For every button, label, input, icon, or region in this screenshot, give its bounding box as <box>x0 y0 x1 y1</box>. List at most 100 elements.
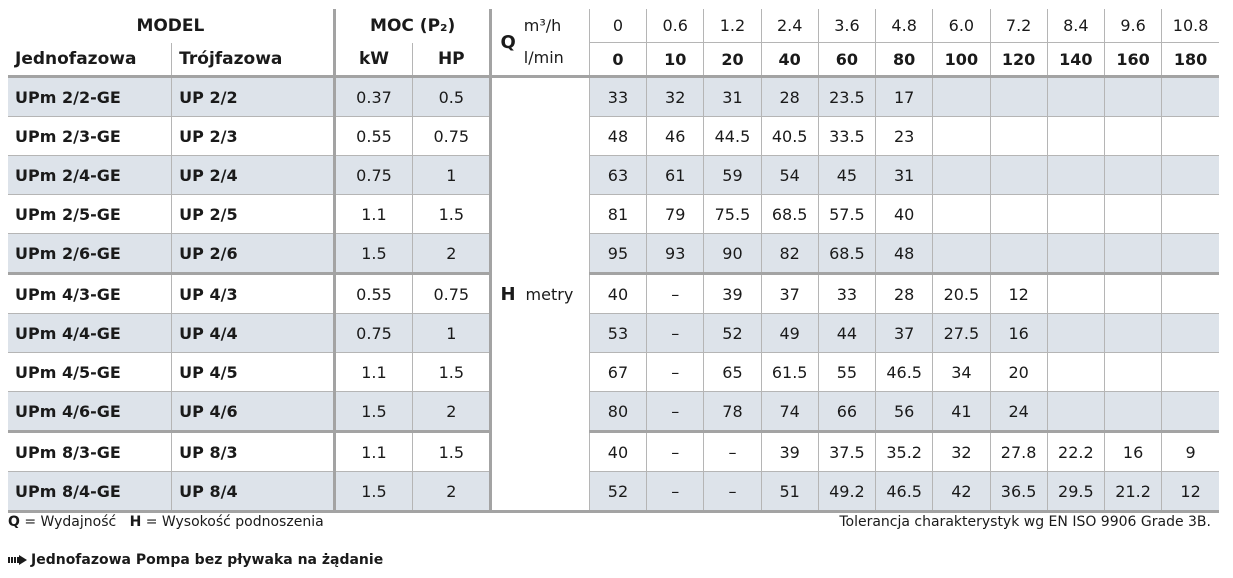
three-phase-model: UP 4/4 <box>171 313 335 353</box>
head-value <box>1046 116 1105 156</box>
head-value <box>1046 272 1105 314</box>
head-value: 40 <box>588 430 647 472</box>
legend-q-def: = Wydajność <box>19 514 117 530</box>
head-value <box>932 233 990 274</box>
moc-header: MOC (P₂) <box>332 9 491 43</box>
three-phase-model: UP 4/3 <box>171 272 335 314</box>
head-value: 32 <box>932 430 990 472</box>
head-value <box>1161 313 1219 353</box>
head-value: – <box>646 313 704 353</box>
flow-lmin-1: 10 <box>646 42 704 78</box>
head-value <box>1161 155 1219 195</box>
three-phase-model: UP 2/2 <box>171 75 335 117</box>
head-value <box>989 155 1048 195</box>
head-value: 46 <box>646 116 704 156</box>
head-value: 48 <box>588 116 647 156</box>
head-value: – <box>646 272 704 314</box>
head-value <box>932 116 990 156</box>
head-value <box>1103 116 1162 156</box>
head-value <box>1161 352 1219 392</box>
head-value <box>1046 75 1105 117</box>
head-value: 33 <box>817 272 876 314</box>
head-value <box>1103 391 1162 432</box>
head-value: 63 <box>588 155 647 195</box>
power-hp: 2 <box>412 391 491 432</box>
flow-lmin-5: 80 <box>875 42 933 78</box>
three-phase-model: UP 8/4 <box>171 471 335 513</box>
head-value <box>989 233 1048 274</box>
flow-lmin-2: 20 <box>703 42 762 78</box>
table-row: UPm 2/3-GE UP 2/3 0.55 0.75 48 46 44.5 40.5 33.5… <box>8 116 1219 156</box>
head-value <box>1161 272 1219 314</box>
single-phase-model: UPm 4/3-GE <box>8 272 172 314</box>
head-value: 75.5 <box>703 194 762 234</box>
head-value <box>932 75 990 117</box>
head-value: 37 <box>760 272 819 314</box>
head-value: 78 <box>703 391 762 432</box>
flow-lmin-6: 100 <box>932 42 990 78</box>
q-header-cell: Q m³/h l/min <box>489 9 590 78</box>
head-value: 82 <box>760 233 819 274</box>
power-kw: 0.75 <box>332 313 413 353</box>
single-phase-model: UPm 2/4-GE <box>8 155 172 195</box>
head-value <box>1046 233 1105 274</box>
power-hp: 0.5 <box>412 75 491 117</box>
float-note: Jednofazowa Pompa bez pływaka na żądanie <box>8 552 383 568</box>
head-value: 49 <box>760 313 819 353</box>
three-phase-model: UP 4/6 <box>171 391 335 432</box>
head-value: 39 <box>703 272 762 314</box>
power-hp: 0.75 <box>412 272 491 314</box>
head-value: 42 <box>932 471 990 513</box>
head-value: 67 <box>588 352 647 392</box>
head-value: 22.2 <box>1046 430 1105 472</box>
q-unit-lmin: l/min <box>523 48 564 67</box>
power-kw: 0.75 <box>332 155 413 195</box>
single-phase-model: UPm 4/4-GE <box>8 313 172 353</box>
flow-lmin-10: 180 <box>1161 42 1219 78</box>
flow-m3h-8: 8.4 <box>1046 9 1105 43</box>
head-value: 29.5 <box>1046 471 1105 513</box>
flow-m3h-5: 4.8 <box>875 9 933 43</box>
flow-lmin-3: 40 <box>760 42 819 78</box>
h-label: H <box>500 283 516 305</box>
head-value <box>1103 233 1162 274</box>
hp-header: HP <box>412 42 491 78</box>
head-value: 52 <box>703 313 762 353</box>
head-value: 79 <box>646 194 704 234</box>
head-value: 45 <box>817 155 876 195</box>
head-value <box>1103 75 1162 117</box>
head-value: 95 <box>588 233 647 274</box>
head-value: – <box>646 391 704 432</box>
head-value: 12 <box>1161 471 1219 513</box>
head-value <box>1046 194 1105 234</box>
head-value <box>1161 194 1219 234</box>
single-phase-model: UPm 8/4-GE <box>8 471 172 513</box>
head-value: 21.2 <box>1103 471 1162 513</box>
head-value: 27.8 <box>989 430 1048 472</box>
head-value: 39 <box>760 430 819 472</box>
table-row: UPm 2/4-GE UP 2/4 0.75 1 63 61 59 54 45 31 <box>8 155 1219 195</box>
head-value: 59 <box>703 155 762 195</box>
head-value: 48 <box>875 233 933 274</box>
power-kw: 0.37 <box>332 75 413 117</box>
head-value <box>989 116 1048 156</box>
head-value: 17 <box>875 75 933 117</box>
head-value: 28 <box>760 75 819 117</box>
power-hp: 1.5 <box>412 352 491 392</box>
head-value: 37 <box>875 313 933 353</box>
head-value <box>932 155 990 195</box>
head-value: 40 <box>588 272 647 314</box>
table-row: UPm 2/6-GE UP 2/6 1.5 2 95 93 90 82 68.5 48 <box>8 233 1219 274</box>
head-value: 41 <box>932 391 990 432</box>
power-hp: 0.75 <box>412 116 491 156</box>
head-value <box>1103 155 1162 195</box>
head-value: 57.5 <box>817 194 876 234</box>
single-phase-model: UPm 4/6-GE <box>8 391 172 432</box>
three-phase-model: UP 2/3 <box>171 116 335 156</box>
head-value <box>1046 352 1105 392</box>
head-value: 23 <box>875 116 933 156</box>
head-value: – <box>646 471 704 513</box>
head-value: 31 <box>875 155 933 195</box>
legend-h-key: H <box>129 514 142 530</box>
head-value: 52 <box>588 471 647 513</box>
